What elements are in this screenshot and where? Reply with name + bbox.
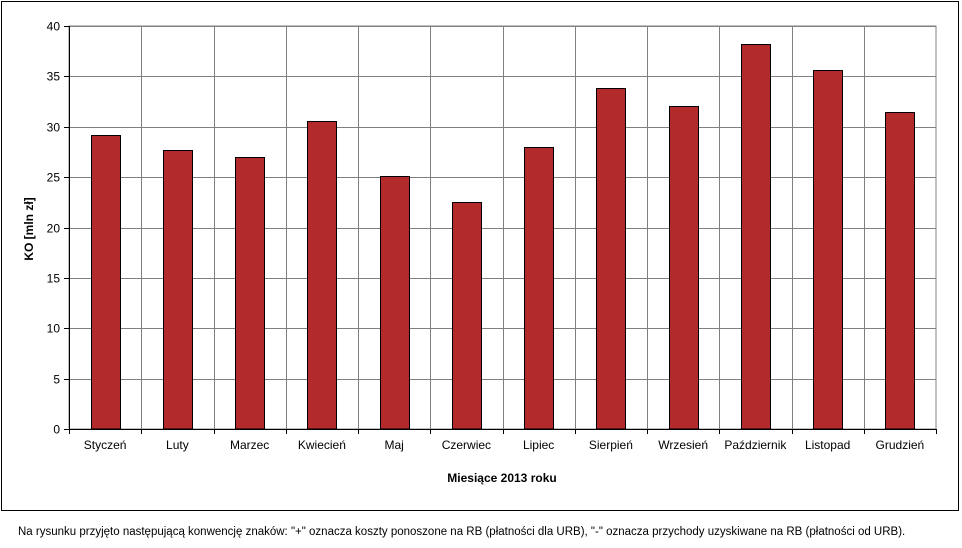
bar [91, 135, 121, 430]
grid [68, 25, 937, 430]
x-tick-label: Grudzień [876, 438, 925, 452]
plot-area [68, 25, 937, 430]
footnote: Na rysunku przyjęto następującą konwencj… [18, 526, 906, 538]
y-axis-title: KO [mln zł] [22, 197, 36, 260]
y-tick-label: 30 [47, 121, 61, 135]
x-tick-label: Styczeń [84, 438, 127, 452]
bar [669, 106, 699, 430]
bar [741, 44, 771, 430]
y-tick-label: 40 [47, 20, 61, 34]
bar [813, 70, 843, 430]
bar-chart: 0 5 10 15 20 25 30 35 40 Styczeń Luty Marzec Kwiecie… [22, 20, 937, 485]
x-tick-label: Październik [724, 438, 787, 452]
x-tick-label: Marzec [230, 438, 269, 452]
y-tick-label: 25 [47, 171, 61, 185]
tick-labels: 0 5 10 15 20 25 30 35 40 Styczeń Luty Marzec Kwiecie… [47, 20, 925, 453]
y-tick-label: 15 [47, 272, 61, 286]
bar [380, 176, 410, 430]
y-tick-label: 35 [47, 70, 61, 84]
x-tick-label: Lipiec [523, 438, 554, 452]
bar [235, 157, 265, 430]
x-tick-label: Kwiecień [298, 438, 346, 452]
x-tick-label: Wrzesień [658, 438, 708, 452]
x-tick-label: Luty [166, 438, 189, 452]
x-tick-label: Sierpień [589, 438, 633, 452]
axes [64, 26, 937, 434]
y-tick-label: 20 [47, 222, 61, 236]
bar [452, 202, 482, 430]
bar [885, 112, 915, 430]
y-tick-label: 10 [47, 322, 61, 336]
chart-frame: 0 5 10 15 20 25 30 35 40 Styczeń Luty Marzec Kwiecie… [1, 1, 959, 511]
bar [307, 121, 337, 430]
bar [163, 150, 193, 430]
x-tick-label: Czerwiec [442, 438, 491, 452]
x-tick-label: Maj [384, 438, 403, 452]
x-tick-label: Listopad [805, 438, 850, 452]
x-axis-title: Miesiące 2013 roku [447, 471, 556, 485]
bar [524, 147, 554, 430]
bar [596, 88, 626, 430]
y-tick-label: 0 [53, 423, 60, 437]
bars [91, 44, 915, 430]
y-tick-label: 5 [53, 373, 60, 387]
